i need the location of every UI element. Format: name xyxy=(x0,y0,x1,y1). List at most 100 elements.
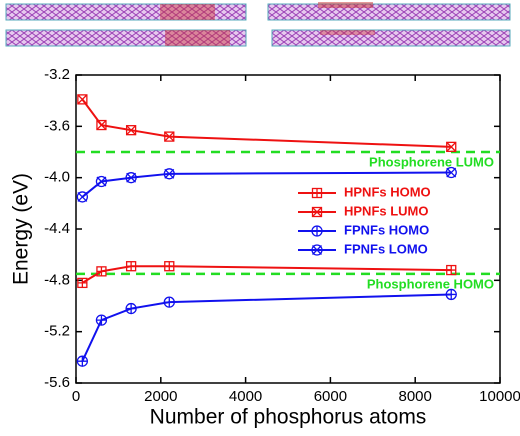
marker xyxy=(76,191,89,203)
y-tick-label: -5.2 xyxy=(44,323,70,340)
marker-shape xyxy=(163,168,175,180)
marker xyxy=(125,302,137,315)
marker-shape xyxy=(446,141,457,153)
marker-glyph xyxy=(126,304,136,314)
marker-glyph xyxy=(164,168,175,179)
marker-glyph xyxy=(312,226,322,236)
legend-label: HPNFs LUMO xyxy=(344,203,429,218)
x-tick-label: 8000 xyxy=(399,388,432,405)
marker-shape xyxy=(445,288,457,301)
legend-label: HPNFs HOMO xyxy=(344,184,431,199)
marker-glyph xyxy=(96,315,106,325)
x-tick-label: 0 xyxy=(72,388,80,405)
x-tick-label: 10000 xyxy=(479,388,520,405)
marker xyxy=(445,166,457,179)
marker-glyph xyxy=(77,278,87,288)
marker-glyph xyxy=(126,172,137,183)
marker xyxy=(125,261,137,272)
y-tick-label: -4.4 xyxy=(44,220,70,237)
ribbon xyxy=(267,2,511,21)
marker-glyph xyxy=(77,94,88,105)
marker xyxy=(311,225,323,237)
y-tick-label: -3.6 xyxy=(44,117,70,134)
marker-shape xyxy=(77,94,88,105)
marker xyxy=(164,131,175,142)
marker-shape xyxy=(76,355,89,367)
reference-label: Phosphorene HOMO xyxy=(367,276,494,291)
legend-label: FPNFs HOMO xyxy=(344,222,429,237)
marker-glyph xyxy=(312,188,322,198)
marker-shape xyxy=(125,125,137,136)
marker xyxy=(76,355,89,367)
legend-label: FPNFs LOMO xyxy=(344,241,428,256)
marker-glyph xyxy=(446,289,456,299)
series-line xyxy=(81,98,452,148)
marker-shape xyxy=(95,175,108,188)
marker-glyph xyxy=(446,265,456,275)
marker-glyph xyxy=(446,141,457,152)
marker-glyph xyxy=(96,176,107,187)
marker-shape xyxy=(95,314,108,326)
marker xyxy=(311,244,323,256)
y-tick-label: -4.0 xyxy=(44,169,70,186)
x-tick-label: 2000 xyxy=(144,388,177,405)
y-tick-label: -4.8 xyxy=(44,271,70,288)
marker-glyph xyxy=(126,125,137,136)
marker-glyph xyxy=(164,261,174,271)
marker-shape xyxy=(163,296,175,308)
legend-entry: HPNFs LUMO xyxy=(298,203,429,218)
marker-glyph xyxy=(126,261,136,271)
marker xyxy=(95,314,108,326)
marker-shape xyxy=(164,131,175,142)
marker-shape xyxy=(311,225,323,237)
marker-glyph xyxy=(96,120,107,131)
marker xyxy=(77,277,88,289)
legend-entry: FPNFs HOMO xyxy=(298,222,429,237)
plot-frame xyxy=(75,74,501,384)
marker-shape xyxy=(96,119,107,131)
reference-label: Phosphorene LUMO xyxy=(369,154,494,169)
marker xyxy=(164,261,175,272)
marker-shape xyxy=(76,191,89,203)
legend-entry: FPNFs LOMO xyxy=(298,241,428,256)
ribbon xyxy=(5,3,247,21)
marker-glyph xyxy=(77,191,88,202)
marker xyxy=(125,172,137,184)
marker-shape xyxy=(311,206,323,218)
y-tick-label: -3.2 xyxy=(44,66,70,83)
marker xyxy=(311,206,323,218)
x-axis-title: Number of phosphorus atoms xyxy=(150,406,427,429)
marker-glyph xyxy=(77,356,87,366)
y-axis-title: Energy (eV) xyxy=(10,173,33,285)
marker-shape xyxy=(311,244,323,256)
marker xyxy=(95,175,108,188)
marker xyxy=(96,119,107,131)
y-tick-label: -5.6 xyxy=(44,374,70,391)
ribbon xyxy=(5,29,247,47)
marker xyxy=(96,266,107,277)
marker-glyph xyxy=(312,245,322,255)
x-tick-label: 4000 xyxy=(229,388,262,405)
ribbon xyxy=(271,29,511,47)
marker xyxy=(445,288,457,301)
marker-glyph xyxy=(96,266,106,276)
marker-glyph xyxy=(446,167,457,178)
marker-shape xyxy=(125,172,137,184)
marker xyxy=(163,296,175,308)
legend-entry: HPNFs HOMO xyxy=(298,184,431,199)
marker xyxy=(125,125,137,136)
marker-glyph xyxy=(164,131,175,142)
marker xyxy=(446,141,457,153)
marker-glyph xyxy=(164,297,174,307)
structure-images xyxy=(5,2,511,47)
marker xyxy=(77,94,88,105)
marker xyxy=(163,168,175,180)
marker-glyph xyxy=(312,207,322,217)
marker xyxy=(446,264,457,276)
marker xyxy=(311,187,323,199)
x-tick-label: 6000 xyxy=(314,388,347,405)
marker-shape xyxy=(445,166,457,179)
marker-shape xyxy=(125,302,137,315)
series-line xyxy=(81,293,452,362)
